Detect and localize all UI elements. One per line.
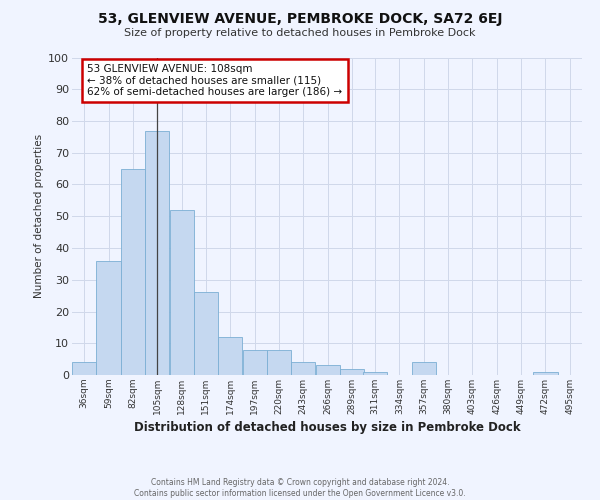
- Text: 53, GLENVIEW AVENUE, PEMBROKE DOCK, SA72 6EJ: 53, GLENVIEW AVENUE, PEMBROKE DOCK, SA72…: [98, 12, 502, 26]
- X-axis label: Distribution of detached houses by size in Pembroke Dock: Distribution of detached houses by size …: [134, 421, 520, 434]
- Bar: [316, 366, 340, 375]
- Bar: [291, 362, 315, 375]
- Bar: [218, 337, 242, 375]
- Bar: [242, 350, 266, 375]
- Bar: [170, 210, 194, 375]
- Bar: [194, 292, 218, 375]
- Text: 53 GLENVIEW AVENUE: 108sqm
← 38% of detached houses are smaller (115)
62% of sem: 53 GLENVIEW AVENUE: 108sqm ← 38% of deta…: [88, 64, 343, 97]
- Bar: [267, 350, 291, 375]
- Bar: [340, 368, 364, 375]
- Bar: [412, 362, 436, 375]
- Bar: [363, 372, 387, 375]
- Bar: [145, 130, 169, 375]
- Text: Size of property relative to detached houses in Pembroke Dock: Size of property relative to detached ho…: [124, 28, 476, 38]
- Bar: [97, 260, 121, 375]
- Text: Contains HM Land Registry data © Crown copyright and database right 2024.
Contai: Contains HM Land Registry data © Crown c…: [134, 478, 466, 498]
- Bar: [72, 362, 96, 375]
- Y-axis label: Number of detached properties: Number of detached properties: [34, 134, 44, 298]
- Bar: [121, 168, 145, 375]
- Bar: [533, 372, 557, 375]
